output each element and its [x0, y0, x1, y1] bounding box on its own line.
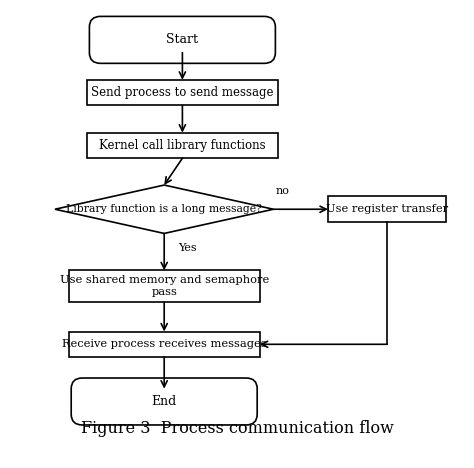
- Text: Start: Start: [166, 33, 199, 46]
- Bar: [328, 196, 447, 222]
- Polygon shape: [55, 185, 273, 234]
- Text: Receive process receives messages: Receive process receives messages: [62, 339, 266, 349]
- Bar: [87, 133, 278, 158]
- Text: Library function is a long message?: Library function is a long message?: [66, 204, 262, 214]
- Text: Kernel call library functions: Kernel call library functions: [99, 139, 266, 152]
- Text: Send process to send message: Send process to send message: [91, 86, 273, 99]
- Text: Use register transfer: Use register transfer: [326, 204, 448, 214]
- Bar: [69, 271, 260, 302]
- Text: End: End: [152, 395, 177, 408]
- Text: Yes: Yes: [178, 242, 196, 253]
- Text: Figure 3  Process communication flow: Figure 3 Process communication flow: [81, 420, 393, 437]
- Text: Use shared memory and semaphore
pass: Use shared memory and semaphore pass: [60, 276, 269, 297]
- FancyBboxPatch shape: [71, 378, 257, 425]
- Text: no: no: [275, 186, 290, 196]
- FancyBboxPatch shape: [90, 16, 275, 63]
- Bar: [87, 80, 278, 105]
- Bar: [69, 331, 260, 357]
